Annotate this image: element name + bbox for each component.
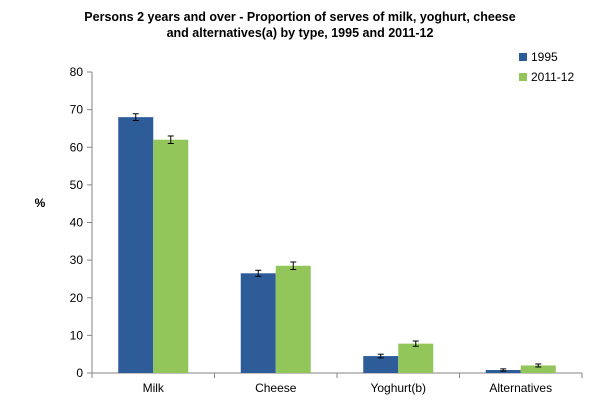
chart-title-line-2: and alternatives(a) by type, 1995 and 20… [167,26,434,40]
x-tick-label: Yoghurt(b) [370,381,426,395]
bar-1995-Yoghurt(b) [363,356,399,373]
bar-2011-12-Cheese [275,265,311,373]
x-tick-label: Alternatives [489,381,552,395]
y-tick-label: 10 [70,328,84,342]
y-tick-label: 40 [70,216,84,230]
legend-swatch-1995 [519,53,527,61]
y-tick-label: 20 [70,291,84,305]
y-tick-label: 0 [76,366,83,380]
legend-label-2011-12: 2011-12 [531,70,574,84]
bar-2011-12-Yoghurt(b) [398,343,434,373]
legend-swatch-2011-12 [519,73,527,81]
y-tick-label: 80 [70,65,84,79]
x-tick-label: Cheese [255,381,297,395]
chart-title-line-1: Persons 2 years and over - Proportion of… [84,10,515,24]
y-tick-label: 50 [70,178,84,192]
y-tick-label: 60 [70,140,84,154]
bar-1995-Milk [118,117,154,374]
x-tick-label: Milk [143,381,165,395]
y-tick-label: 70 [70,103,84,117]
y-axis-label: % [35,196,46,210]
plot-area: 0 10 20 30 40 50 60 70 80 Milk Cheese Yoghurt(b) Alt… [70,65,583,395]
legend: 1995 2011-12 [519,50,574,84]
bar-2011-12-Milk [153,139,189,373]
legend-label-1995: 1995 [531,50,558,64]
bar-1995-Cheese [240,273,276,373]
bar-2011-12-Alternatives [520,365,556,373]
y-tick-label: 30 [70,253,84,267]
